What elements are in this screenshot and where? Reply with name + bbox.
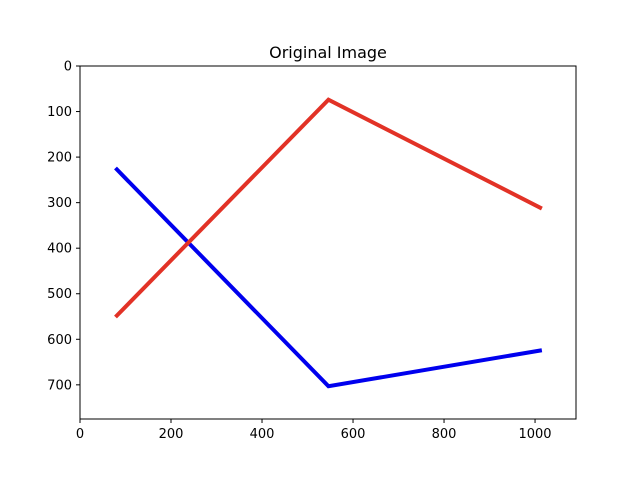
y-tick-label: 0 xyxy=(64,60,72,75)
y-tick-label: 600 xyxy=(47,333,72,348)
y-tick-label: 300 xyxy=(47,196,72,211)
y-axis-ticks: 0 100 200 300 400 500 600 700 xyxy=(47,60,80,393)
series-line-2 xyxy=(114,97,543,319)
series-layer xyxy=(114,97,543,389)
x-tick-label: 0 xyxy=(76,427,84,442)
x-tick-label: 1000 xyxy=(518,427,551,442)
x-tick-label: 600 xyxy=(341,427,366,442)
y-tick-label: 400 xyxy=(47,242,72,257)
x-tick-label: 400 xyxy=(250,427,275,442)
y-tick-label: 100 xyxy=(47,105,72,120)
y-tick-label: 500 xyxy=(47,287,72,302)
x-tick-label: 800 xyxy=(432,427,457,442)
y-tick-label: 700 xyxy=(47,378,72,393)
x-tick-label: 200 xyxy=(159,427,184,442)
series-line-1 xyxy=(114,166,543,389)
y-tick-label: 200 xyxy=(47,151,72,166)
chart-title: Original Image xyxy=(269,43,387,62)
x-axis-ticks: 0 200 400 600 800 1000 xyxy=(76,419,552,442)
plot-frame xyxy=(79,65,577,420)
